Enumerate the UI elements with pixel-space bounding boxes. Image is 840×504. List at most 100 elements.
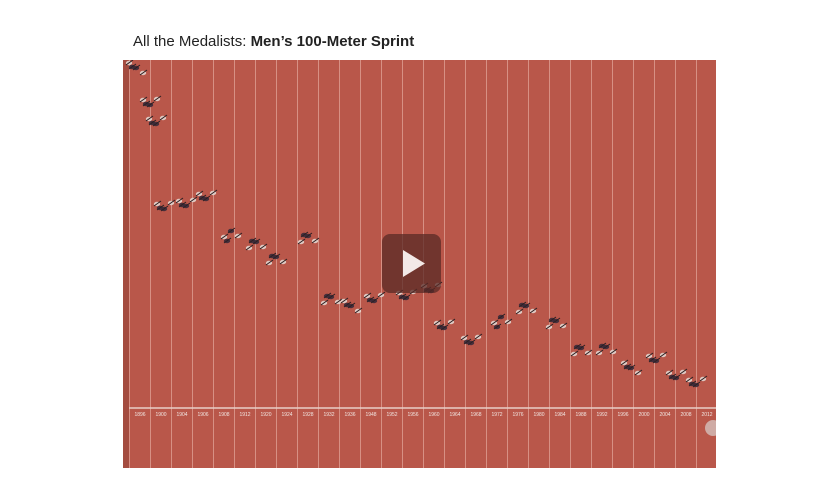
runners bbox=[125, 60, 708, 388]
runner-limb bbox=[323, 292, 332, 299]
runner-limb bbox=[159, 114, 168, 121]
runner-limb bbox=[595, 349, 604, 356]
runner-limb bbox=[139, 69, 148, 76]
year-label: 1980 bbox=[533, 412, 544, 418]
runner-limb bbox=[659, 351, 668, 358]
runner-limb bbox=[474, 333, 483, 340]
runner-limb bbox=[552, 317, 561, 324]
runner-limb bbox=[627, 364, 636, 371]
runner-limb bbox=[377, 291, 386, 298]
runner-limb bbox=[699, 375, 708, 382]
runner-limb bbox=[268, 252, 277, 259]
year-label: 1904 bbox=[176, 412, 187, 418]
year-label: 1988 bbox=[575, 412, 586, 418]
runner-limb bbox=[398, 293, 407, 300]
runner-limb bbox=[620, 359, 629, 366]
runner-limb bbox=[433, 319, 442, 326]
runner-limb bbox=[252, 238, 261, 245]
title-prefix: All the Medalists: bbox=[133, 33, 247, 50]
runner-limb bbox=[178, 201, 187, 208]
runner-limb bbox=[223, 237, 232, 244]
runner-limb bbox=[490, 319, 499, 326]
runner-limb bbox=[175, 197, 184, 204]
runner-limb bbox=[515, 308, 524, 315]
year-label: 1912 bbox=[239, 412, 250, 418]
runner-limb bbox=[234, 232, 243, 239]
runner-limb bbox=[497, 313, 506, 320]
runner-limb bbox=[320, 299, 329, 306]
video-title: All the Medalists: Men’s 100-Meter Sprin… bbox=[133, 33, 414, 50]
runner-limb bbox=[402, 294, 411, 301]
runner-limb bbox=[460, 334, 469, 341]
year-label: 1908 bbox=[218, 412, 229, 418]
year-label: 2004 bbox=[659, 412, 670, 418]
year-label: 1964 bbox=[449, 412, 460, 418]
runner-limb bbox=[548, 316, 557, 323]
runner-limb bbox=[436, 323, 445, 330]
runner-limb bbox=[220, 233, 229, 240]
video-player[interactable]: 1896 1900 1904 1906 1908 1912 1920 1924 1928 1932… bbox=[123, 60, 716, 468]
runner-limb bbox=[160, 205, 169, 212]
runner-limb bbox=[545, 323, 554, 330]
runner-limb bbox=[167, 199, 176, 206]
runner-limb bbox=[679, 368, 688, 375]
year-label: 1948 bbox=[365, 412, 376, 418]
runner-limb bbox=[652, 357, 661, 364]
runner-limb bbox=[598, 342, 607, 349]
runner-limb bbox=[440, 324, 449, 331]
runner-limb bbox=[447, 318, 456, 325]
year-label: 1992 bbox=[596, 412, 607, 418]
runner-limb bbox=[128, 63, 137, 70]
track-edge bbox=[123, 60, 129, 468]
year-label: 1996 bbox=[617, 412, 628, 418]
runner-limb bbox=[602, 343, 611, 350]
runner-limb bbox=[609, 348, 618, 355]
year-label: 1968 bbox=[470, 412, 481, 418]
runner-limb bbox=[148, 119, 157, 126]
year-label: 1924 bbox=[281, 412, 292, 418]
year-label: 1920 bbox=[260, 412, 271, 418]
runner-limb bbox=[463, 338, 472, 345]
runner-limb bbox=[354, 307, 363, 314]
runner-limb bbox=[672, 374, 681, 381]
scrubber[interactable] bbox=[705, 420, 716, 436]
year-label: 1928 bbox=[302, 412, 313, 418]
runner-limb bbox=[297, 238, 306, 245]
year-label: 1984 bbox=[554, 412, 565, 418]
runner-limb bbox=[648, 356, 657, 363]
runner-limb bbox=[685, 376, 694, 383]
runner-limb bbox=[518, 301, 527, 308]
runner-limb bbox=[189, 196, 198, 203]
runner-limb bbox=[272, 253, 281, 260]
runner-limb bbox=[153, 200, 162, 207]
year-label: 2000 bbox=[638, 412, 649, 418]
runner-limb bbox=[279, 258, 288, 265]
runner-limb bbox=[366, 296, 375, 303]
runner-limb bbox=[300, 231, 309, 238]
runner-limb bbox=[198, 194, 207, 201]
runner-limb bbox=[202, 195, 211, 202]
runner-limb bbox=[577, 344, 586, 351]
year-label: 1976 bbox=[512, 412, 523, 418]
runner-limb bbox=[327, 293, 336, 300]
year-label: 1960 bbox=[428, 412, 439, 418]
runner-limb bbox=[504, 318, 513, 325]
runner-limb bbox=[522, 302, 531, 309]
runner-limb bbox=[340, 297, 349, 304]
runner-limb bbox=[311, 237, 320, 244]
runner-limb bbox=[125, 60, 134, 66]
runner-limb bbox=[182, 202, 191, 209]
year-label: 2012 bbox=[701, 412, 712, 418]
year-label: 1956 bbox=[407, 412, 418, 418]
play-icon[interactable] bbox=[403, 250, 425, 277]
runner-limb bbox=[156, 204, 165, 211]
runner-limb bbox=[139, 96, 148, 103]
runner-limb bbox=[209, 189, 218, 196]
runner-limb bbox=[668, 373, 677, 380]
runner-limb bbox=[688, 380, 697, 387]
runner-limb bbox=[467, 339, 476, 346]
play-button[interactable] bbox=[382, 234, 441, 293]
runner-limb bbox=[347, 302, 356, 309]
runner-limb bbox=[493, 323, 502, 330]
